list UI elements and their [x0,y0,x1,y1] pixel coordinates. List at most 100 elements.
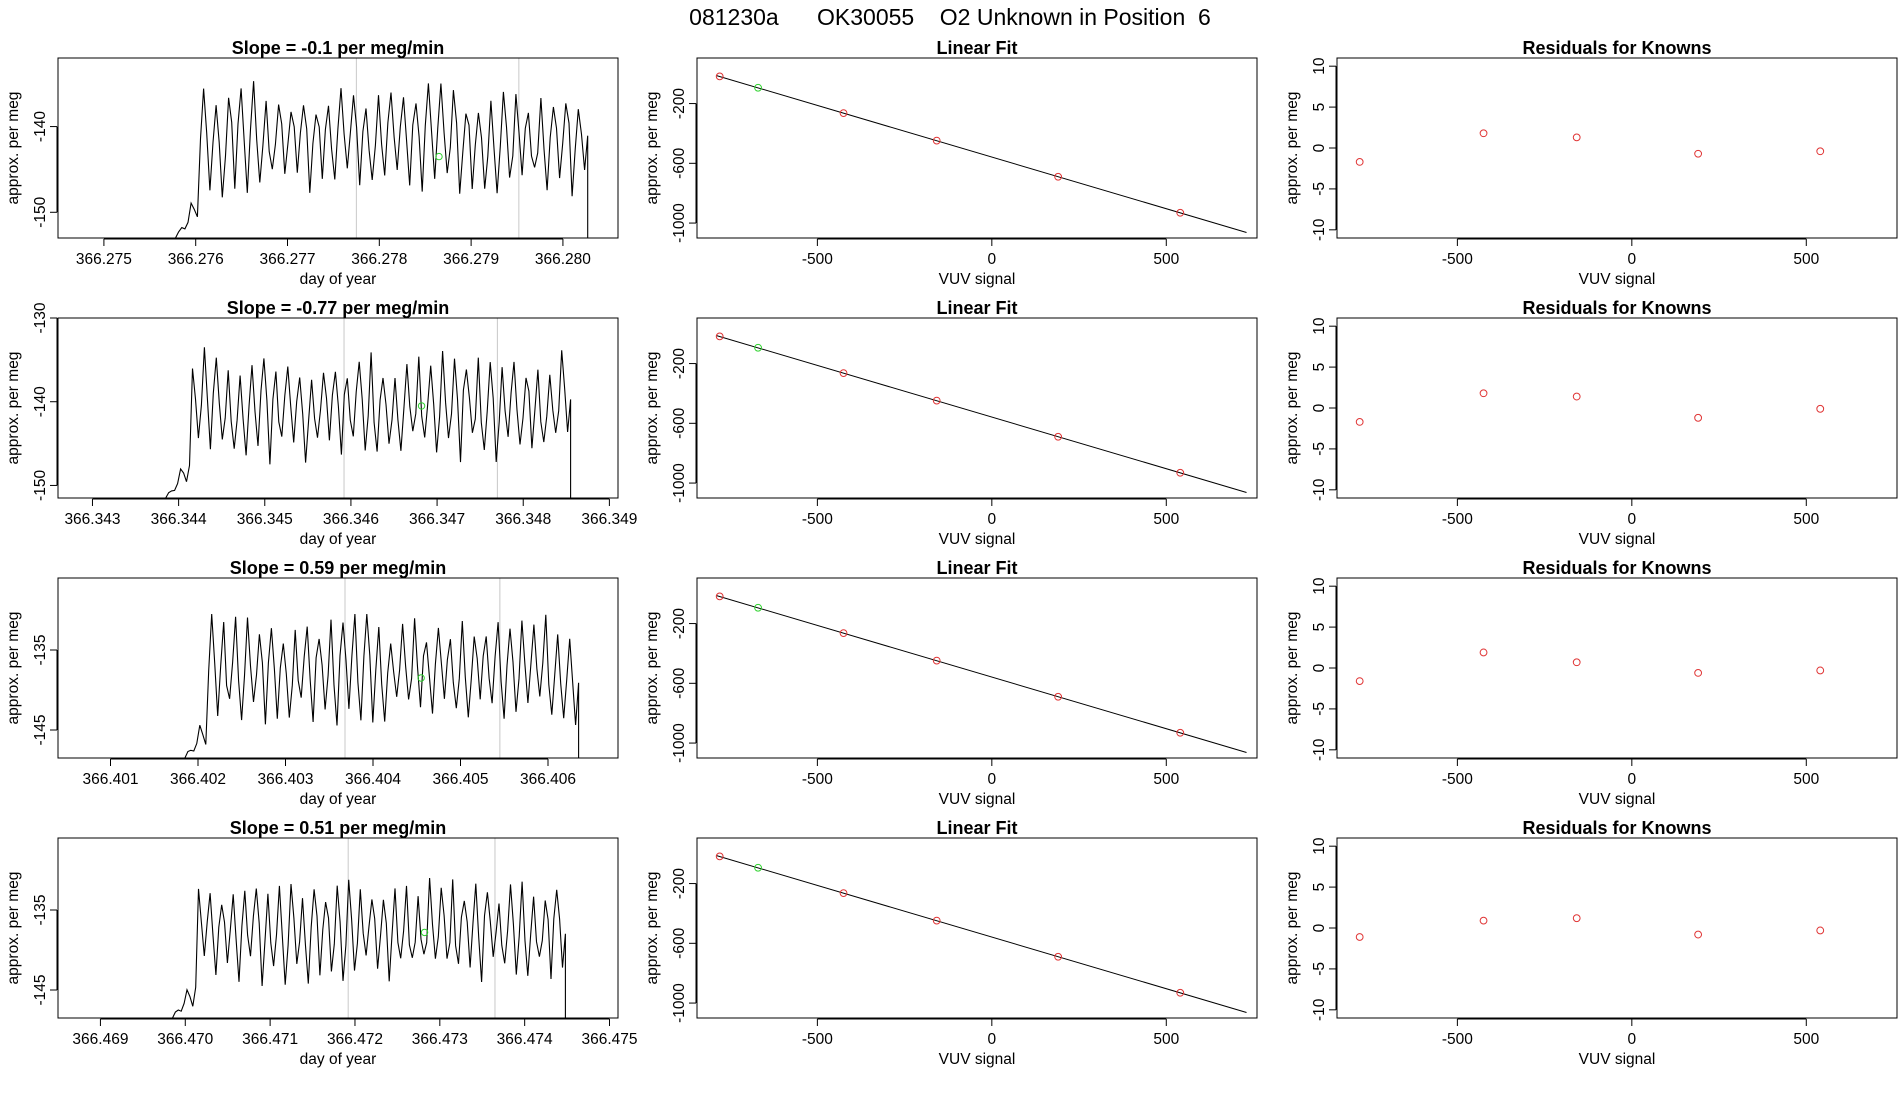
x-tick-label: 500 [1793,511,1819,528]
x-axis-label: VUV signal [939,531,1016,548]
known-point [1176,208,1185,217]
known-point [715,592,724,601]
y-tick-label: -10 [1311,998,1328,1021]
known-point [1816,926,1825,935]
y-tick-label: -10 [1311,738,1328,761]
known-point [1479,389,1488,398]
y-tick-label: 0 [1311,403,1328,412]
y-tick-label: -200 [671,88,688,119]
y-tick-label: 10 [1311,317,1328,335]
signal-line [184,613,580,758]
x-tick-label: 366.403 [257,771,313,788]
x-tick-label: 366.472 [327,1031,383,1048]
panel-title: Linear Fit [936,818,1017,838]
x-tick-label: 0 [1628,771,1637,788]
known-point [839,889,848,898]
linear-fit-2: Linear Fit VUV signal approx. per meg -500 0… [644,298,1258,548]
plot-area [1355,389,1825,426]
y-axis-label: approx. per meg [644,872,661,985]
plot-frame [57,837,619,1019]
known-point [1355,158,1364,166]
y-tick-label: -600 [671,147,688,178]
fit-line [716,854,1247,1013]
y-axis-label: approx. per meg [644,612,661,725]
x-tick-label: 366.280 [535,251,591,268]
x-tick-label: 366.349 [581,511,637,528]
x-tick-label: 500 [1793,1031,1819,1048]
x-tick-label: 366.473 [412,1031,468,1048]
known-point [932,396,941,405]
y-tick-label: -10 [1311,218,1328,241]
x-tick-label: 366.402 [170,771,226,788]
y-tick-label: -10 [1311,478,1328,501]
signal-line [165,347,572,498]
plot-area [715,332,1247,493]
y-tick-label: -600 [671,667,688,698]
x-tick-label: 366.276 [168,251,224,268]
x-tick-label: -500 [802,251,833,268]
x-axis-label: VUV signal [939,271,1016,288]
plot-frame [1336,577,1898,759]
panel-title: Linear Fit [936,558,1017,578]
unknown-point [417,674,425,682]
y-tick-label: 5 [1311,103,1328,112]
x-tick-label: 366.470 [157,1031,213,1048]
known-point [932,916,941,925]
y-axis-label: approx. per meg [1284,612,1301,725]
y-tick-label: -1000 [671,723,688,763]
plot-area [1355,914,1825,941]
known-point [1479,916,1488,925]
known-point [839,629,848,638]
known-point [1694,413,1703,422]
plot-frame [696,57,1258,239]
x-tick-label: 366.348 [495,511,551,528]
y-tick-label: -150 [32,196,49,227]
panel-title: Slope = -0.1 per meg/min [232,38,445,58]
x-tick-label: -500 [802,1031,833,1048]
known-point [1572,658,1581,667]
x-tick-label: 0 [988,1031,997,1048]
y-tick-label: -140 [32,111,49,142]
unknown-point [417,402,426,410]
x-tick-label: 366.475 [581,1031,637,1048]
panel-title: Slope = 0.51 per meg/min [230,818,447,838]
unknown-point [754,603,762,612]
unknown-point [754,343,762,352]
x-tick-label: 500 [1153,511,1179,528]
y-tick-label: -600 [671,407,688,438]
x-tick-label: 0 [1628,511,1637,528]
x-tick-label: 500 [1153,771,1179,788]
y-axis-label: approx. per meg [644,352,661,465]
plot-frame [696,317,1258,499]
known-point [932,136,941,145]
known-point [1355,418,1364,426]
plot-frame [57,317,619,499]
plot-area [174,58,589,238]
time-series-2: Slope = -0.77 per meg/min day of year appr… [5,298,637,548]
x-tick-label: 500 [1793,251,1819,268]
y-tick-label: -135 [32,894,49,925]
known-point [1355,677,1364,685]
y-tick-label: -5 [1311,702,1328,716]
plot-frame [57,577,619,759]
y-tick-label: -5 [1311,442,1328,456]
x-tick-label: 0 [988,771,997,788]
x-tick-label: 366.469 [72,1031,128,1048]
plot-frame [1336,57,1898,239]
x-axis-label: day of year [300,791,377,808]
known-point [1816,404,1825,413]
panels-grid: Slope = -0.1 per meg/min day of year appro… [5,38,1898,1068]
known-point [1054,172,1063,181]
residuals-4: Residuals for Knowns VUV signal approx. pe… [1284,818,1898,1068]
known-point [932,656,941,665]
residuals-2: Residuals for Knowns VUV signal approx. pe… [1284,298,1898,548]
x-tick-label: -500 [802,771,833,788]
x-tick-label: 366.279 [443,251,499,268]
x-axis-label: day of year [300,271,377,288]
x-tick-label: 0 [988,251,997,268]
x-axis-label: day of year [300,1051,377,1068]
fit-line [716,74,1247,233]
y-tick-label: 5 [1311,883,1328,892]
known-point [1816,147,1825,156]
